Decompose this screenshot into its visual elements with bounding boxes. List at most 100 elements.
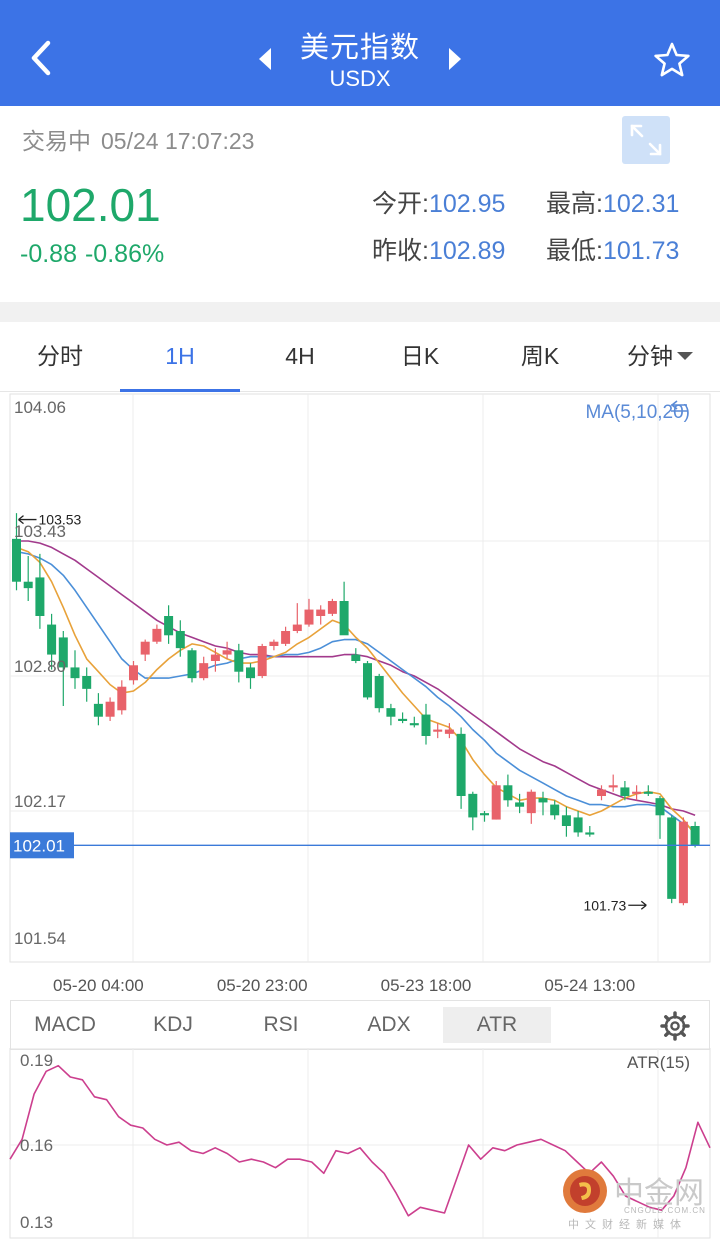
open-value: 102.95 bbox=[428, 190, 506, 218]
candle-body bbox=[187, 650, 197, 679]
ma20-line bbox=[16, 540, 696, 817]
tab-label: 分钟 bbox=[627, 343, 673, 369]
tab-timeshare[interactable]: 分时 bbox=[0, 322, 120, 391]
low-value: 101.73 bbox=[602, 237, 680, 265]
prev-close-label: 昨收: bbox=[372, 237, 429, 265]
atr-line bbox=[9, 1064, 711, 1217]
previous-symbol-button[interactable] bbox=[248, 38, 282, 80]
max-marker-label: 103.53 bbox=[39, 512, 82, 528]
candle-body bbox=[304, 609, 314, 625]
status-text: 交易中 bbox=[22, 128, 91, 154]
caret-down-icon bbox=[677, 352, 693, 360]
tab-weekly[interactable]: 周K bbox=[480, 322, 600, 391]
ma-legend: MA(5,10,20) bbox=[585, 402, 690, 423]
candle-body bbox=[421, 714, 431, 736]
low-stat: 最低:101.73 bbox=[546, 231, 679, 267]
current-price-label: 102.01 bbox=[13, 836, 65, 855]
y-axis-tick-label: 102.17 bbox=[14, 792, 66, 811]
indicator-tab-rsi[interactable]: RSI bbox=[263, 1013, 299, 1036]
tab-daily[interactable]: 日K bbox=[360, 322, 480, 391]
candle-body bbox=[409, 723, 419, 726]
quote-panel: 交易中 05/24 17:07:23 102.01 -0.88 -0.86% 今开:… bbox=[0, 106, 720, 302]
candle-body bbox=[538, 798, 548, 803]
ma5-line bbox=[16, 546, 696, 836]
change-percent: -0.86% bbox=[84, 240, 165, 268]
candlestick-chart[interactable]: 104.06 103.43 102.80 102.17 101.54 MA(5,10,20… bbox=[0, 392, 720, 998]
candle-body bbox=[433, 729, 443, 732]
open-stat: 今开:102.95 bbox=[372, 184, 505, 220]
symbol-code: USDX bbox=[329, 66, 391, 91]
candle-body bbox=[58, 637, 68, 668]
indicator-tab-atr[interactable]: ATR bbox=[443, 1007, 551, 1043]
candle-body bbox=[363, 663, 372, 698]
change-value: -0.88 bbox=[20, 240, 77, 268]
status-time: 05/24 17:07:23 bbox=[101, 128, 255, 154]
candle-body bbox=[620, 787, 630, 796]
low-label: 最低: bbox=[546, 237, 603, 265]
candle-body bbox=[480, 813, 489, 816]
candle-body bbox=[129, 665, 138, 681]
candle-body bbox=[210, 654, 220, 661]
period-tabs: 分时 1H 4H 日K 周K 分钟 bbox=[0, 322, 720, 392]
candle-body bbox=[573, 817, 583, 833]
y-axis-tick-label: 104.06 bbox=[14, 398, 66, 417]
page-title: 美元指数 bbox=[299, 32, 420, 64]
trading-status: 交易中 05/24 17:07:23 bbox=[22, 122, 254, 156]
candle-body bbox=[526, 791, 536, 814]
tab-label: 分时 bbox=[37, 343, 83, 369]
min-marker-label: 101.73 bbox=[583, 897, 626, 913]
candle-body bbox=[175, 631, 185, 649]
x-axis-tick-label: 05-20 23:00 bbox=[217, 976, 308, 995]
candle-body bbox=[678, 821, 688, 904]
star-icon bbox=[654, 42, 690, 77]
tab-label: 1H bbox=[165, 343, 195, 369]
candle-body bbox=[327, 601, 337, 614]
min-marker-arrow bbox=[628, 900, 647, 910]
candle-body bbox=[117, 686, 127, 711]
candle-body bbox=[234, 650, 244, 672]
candle-body bbox=[585, 832, 595, 835]
candle-body bbox=[257, 646, 267, 676]
chevron-left-icon bbox=[31, 40, 51, 76]
high-stat: 最高:102.31 bbox=[546, 184, 679, 220]
candle-body bbox=[351, 654, 361, 661]
tab-minute-dropdown[interactable]: 分钟 bbox=[600, 322, 720, 391]
candle-body bbox=[269, 641, 279, 646]
fullscreen-button[interactable] bbox=[622, 116, 670, 164]
favorite-button[interactable] bbox=[644, 30, 700, 90]
candle-body bbox=[597, 789, 606, 796]
atr-chart[interactable]: 0.19 0.16 0.13 ATR(15) bbox=[0, 1048, 720, 1240]
candle-body bbox=[105, 701, 115, 717]
watermark-tagline: 中文财经新媒体 bbox=[568, 1219, 687, 1231]
candle-body bbox=[561, 815, 571, 826]
candle-body bbox=[468, 793, 478, 818]
prev-close-value: 102.89 bbox=[428, 237, 506, 265]
candle-body bbox=[164, 616, 174, 636]
candle-body bbox=[12, 538, 21, 582]
candle-body bbox=[292, 624, 302, 631]
tab-4h[interactable]: 4H bbox=[240, 322, 360, 391]
indicator-tab-adx[interactable]: ADX bbox=[367, 1013, 411, 1036]
indicator-tab-macd[interactable]: MACD bbox=[34, 1013, 96, 1036]
next-symbol-button[interactable] bbox=[438, 38, 472, 80]
x-axis-tick-label: 05-23 18:00 bbox=[381, 976, 472, 995]
top-bar: 美元指数 USDX bbox=[0, 0, 720, 106]
candle-body bbox=[515, 802, 525, 807]
indicator-settings-button[interactable] bbox=[659, 1010, 691, 1042]
expand-icon bbox=[630, 124, 662, 156]
max-marker-arrow bbox=[18, 515, 37, 525]
candle-body bbox=[93, 703, 103, 717]
tab-1h[interactable]: 1H bbox=[120, 322, 240, 392]
current-price-tag bbox=[10, 832, 74, 859]
high-value: 102.31 bbox=[602, 190, 680, 218]
candle-body bbox=[316, 609, 326, 616]
candle-body bbox=[374, 676, 384, 709]
candle-body bbox=[199, 663, 209, 679]
chart-frame bbox=[9, 393, 711, 963]
back-button[interactable] bbox=[14, 28, 68, 88]
y-axis-tick-label: 101.54 bbox=[14, 929, 66, 948]
high-label: 最高: bbox=[546, 190, 603, 218]
candle-body bbox=[82, 676, 92, 689]
candle-body bbox=[608, 785, 618, 788]
indicator-tab-kdj[interactable]: KDJ bbox=[153, 1013, 193, 1036]
